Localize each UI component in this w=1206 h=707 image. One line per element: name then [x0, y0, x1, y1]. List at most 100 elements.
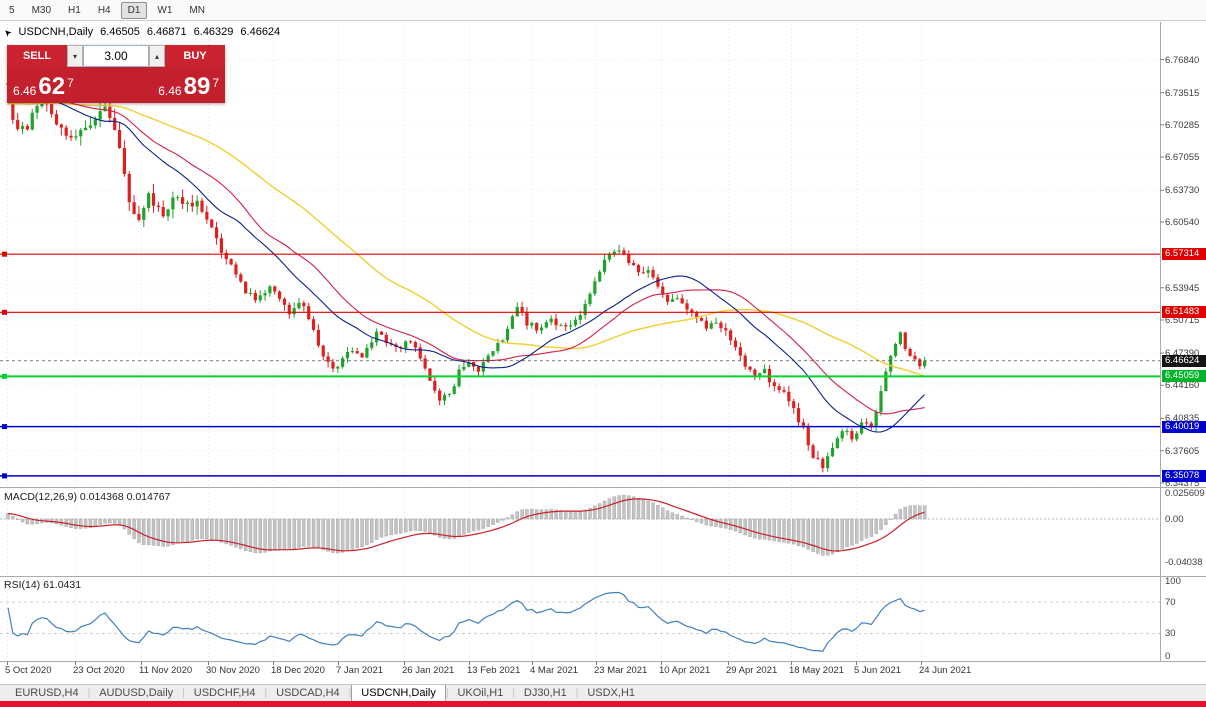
date-tick-label: 23 Oct 2020: [73, 665, 125, 676]
chart-tab-ukoil-h1[interactable]: UKOil,H1: [457, 687, 504, 699]
price-level-badge: 6.35078: [1162, 469, 1206, 482]
price-tick-label: 6.63730: [1165, 185, 1200, 197]
volume-input[interactable]: [83, 45, 149, 67]
date-tick-label: 10 Apr 2021: [659, 665, 711, 676]
horizontal-line-6.35078[interactable]: [0, 473, 1160, 479]
volume-increase-button[interactable]: ▴: [149, 45, 165, 67]
price-tick-label: 6.76840: [1165, 54, 1200, 66]
chart-symbol-label: USDCNH,Daily: [18, 26, 94, 38]
rsi-line: [7, 591, 925, 652]
taskbar-strip: [0, 701, 1206, 707]
price-tick-label: 6.34375: [1165, 477, 1200, 489]
macd-name: MACD(12,26,9): [4, 491, 77, 503]
price-level-badge: 6.45059: [1162, 370, 1206, 383]
price-level-badge: 6.51483: [1162, 306, 1206, 319]
rsi-axis-label: 30: [1165, 628, 1176, 639]
chart-tab-dj30-h1[interactable]: DJ30,H1: [523, 687, 567, 699]
chart-tab-usdchf-h4[interactable]: USDCHF,H4: [193, 687, 256, 699]
tab-separator: |: [182, 687, 185, 699]
price-tick-label: 6.47390: [1165, 348, 1200, 360]
price-level-badge: 6.40019: [1162, 420, 1206, 433]
chart-ohlc-info: ➤ USDCNH,Daily 6.46505 6.46871 6.46329 6…: [1, 26, 281, 39]
buy-price[interactable]: 6.46 89 7: [158, 74, 219, 100]
buy-price-sup: 7: [212, 76, 219, 90]
tab-separator: |: [575, 687, 579, 699]
date-tick-label: 4 Mar 2021: [530, 665, 579, 676]
timeframe-button-5[interactable]: 5: [9, 4, 15, 16]
date-tick-label: 7 Jan 2021: [336, 665, 384, 676]
horizontal-line-6.45059[interactable]: [0, 373, 1160, 379]
cursor-arrow-icon: ➤: [1, 26, 14, 39]
price-tick-label: 6.70285: [1165, 119, 1200, 131]
tab-separator: |: [264, 687, 268, 699]
price-tick-label: 6.67055: [1165, 152, 1200, 164]
ohlc-high: 6.46871: [146, 26, 187, 38]
macd-axis-label: 0.025609: [1165, 488, 1205, 499]
date-tick-label: 23 Mar 2021: [594, 665, 648, 676]
chart-tab-audusd-daily[interactable]: AUDUSD,Daily: [99, 687, 174, 699]
timeframe-button-h4[interactable]: H4: [97, 4, 111, 16]
price-tick-label: 6.37605: [1165, 445, 1200, 457]
price-level-badge: 6.46624: [1162, 354, 1206, 367]
trade-controls-row: SELL ▾ ▴ BUY: [7, 45, 225, 67]
chart-tab-eurusd-h4[interactable]: EURUSD,H4: [15, 687, 79, 699]
buy-price-big: 89: [183, 73, 211, 100]
macd-axis-label: 0.00: [1165, 514, 1184, 525]
tab-separator: |: [445, 687, 449, 699]
price-level-badge: 6.57314: [1162, 248, 1206, 261]
one-click-trading-panel: SELL ▾ ▴ BUY 6.46 62 7 6.46 89 7: [7, 45, 225, 103]
sell-button[interactable]: SELL: [7, 45, 67, 67]
ohlc-close: 6.46624: [240, 26, 281, 38]
date-tick-label: 13 Feb 2021: [467, 665, 521, 676]
sell-price-sup: 7: [67, 76, 74, 90]
sell-price[interactable]: 6.46 62 7: [13, 74, 74, 100]
volume-decrease-button[interactable]: ▾: [67, 45, 83, 67]
timeframe-button-mn[interactable]: MN: [189, 4, 205, 16]
chevron-down-icon: ▾: [72, 51, 77, 61]
rsi-name: RSI(14): [4, 579, 41, 591]
horizontal-lines-layer: [0, 251, 1160, 479]
timeframe-button-d1[interactable]: D1: [120, 1, 148, 19]
sell-price-prefix: 6.46: [13, 84, 37, 98]
rsi-axis-label: 100: [1165, 576, 1181, 587]
date-tick-label: 18 Dec 2020: [271, 665, 325, 676]
timeframe-button-m30[interactable]: M30: [31, 4, 52, 16]
timeframe-button-w1[interactable]: W1: [157, 4, 173, 16]
date-tick-label: 29 Apr 2021: [726, 665, 778, 676]
timeframe-button-h1[interactable]: H1: [68, 4, 81, 16]
price-tick-label: 6.50715: [1165, 314, 1200, 326]
chart-tab-usdcnh-daily[interactable]: USDCNH,Daily: [351, 685, 446, 701]
ohlc-open: 6.46505: [100, 26, 140, 38]
date-tick-label: 5 Oct 2020: [5, 665, 52, 676]
symbol-tab-bar: EURUSD,H4 | AUDUSD,Daily | USDCHF,H4 | USDCAD,…: [0, 684, 1206, 701]
rsi-axis-label: 0: [1165, 651, 1171, 662]
horizontal-line-6.51483[interactable]: [0, 309, 1160, 315]
moving-average-layer: [7, 90, 925, 433]
rsi-value: 61.0431: [43, 579, 82, 591]
date-tick-label: 26 Jan 2021: [402, 665, 455, 676]
rsi-layer: [0, 591, 1160, 652]
horizontal-line-6.40019[interactable]: [0, 424, 1160, 430]
price-tick-label: 6.60540: [1165, 217, 1200, 228]
macd-axis-label: -0.04038: [1165, 557, 1203, 568]
date-tick-label: 30 Nov 2020: [206, 665, 260, 676]
price-tick-label: 6.73515: [1165, 87, 1200, 99]
tab-separator: |: [87, 687, 91, 699]
horizontal-line-6.57314[interactable]: [0, 251, 1160, 257]
price-tick-label: 6.53945: [1165, 282, 1200, 294]
chart-tab-usdcad-h4[interactable]: USDCAD,H4: [276, 687, 340, 699]
date-tick-label: 24 Jun 2021: [919, 665, 972, 676]
chart-tab-usdx-h1[interactable]: USDX,H1: [587, 687, 636, 699]
ohlc-low: 6.46329: [193, 26, 234, 38]
date-tick-label: 11 Nov 2020: [139, 665, 193, 676]
buy-button[interactable]: BUY: [165, 45, 225, 67]
macd-values: 0.014368 0.014767: [79, 491, 171, 503]
rsi-axis-label: 70: [1165, 597, 1176, 608]
panel-separators: [0, 22, 1206, 665]
price-axis: 6.76840 6.73515 6.70285 6.67055 6.63730 6.605…: [1162, 0, 1206, 683]
grid-layer: [0, 24, 1160, 660]
chevron-up-icon: ▴: [154, 51, 159, 61]
date-tick-label: 18 May 2021: [789, 665, 844, 676]
